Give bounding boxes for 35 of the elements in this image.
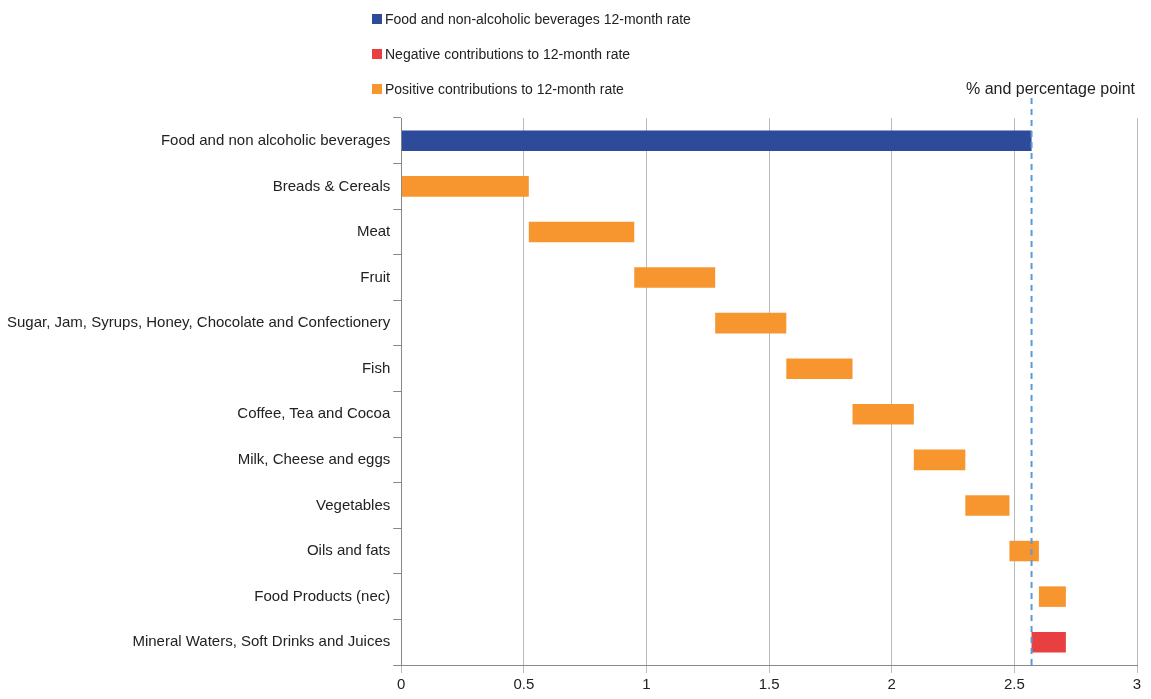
y-tick-label: Meat [356, 222, 392, 240]
y-tick-label: Fruit [360, 267, 392, 285]
x-tick-label: 2.5 [1003, 675, 1025, 693]
bar [1009, 540, 1039, 562]
x-tick-label: 0 [397, 675, 406, 693]
y-tick-label: Coffee, Tea and Cocoa [237, 404, 391, 422]
y-tick-label: Sugar, Jam, Syrups, Honey, Chocolate and Confectionery [7, 313, 391, 331]
bar [1031, 631, 1066, 653]
bar [1038, 586, 1066, 607]
y-tick-label: Fish [361, 358, 391, 376]
x-axis-title: % and percentage point [965, 80, 1135, 98]
legend-label: Food and non-alcoholic beverages 12-month rate [385, 11, 691, 27]
x-tick-label: 0.5 [513, 675, 535, 693]
y-tick-label: Oils and fats [306, 541, 391, 559]
y-tick-label: Mineral Waters, Soft Drinks and Juices [132, 632, 391, 650]
bar [401, 130, 1032, 152]
bar [913, 449, 966, 471]
legend-label: Negative contributions to 12-month rate [385, 46, 631, 62]
bar [965, 495, 1010, 516]
x-tick-label: 1.5 [758, 675, 780, 693]
y-tick-label: Milk, Cheese and eggs [237, 450, 391, 468]
bar [401, 176, 529, 197]
bar [634, 267, 716, 288]
y-tick-label: Vegetables [316, 495, 391, 513]
bar [715, 312, 787, 334]
bar [852, 404, 914, 425]
bar [528, 221, 635, 243]
legend-label: Positive contributions to 12-month rate [385, 81, 624, 97]
x-tick-label: 2 [887, 675, 896, 693]
bar [786, 358, 853, 379]
y-tick-label: Breads & Cereals [272, 176, 391, 194]
x-tick-label: 1 [642, 675, 651, 693]
y-tick-label: Food Products (nec) [254, 586, 391, 604]
x-tick-label: 3 [1132, 675, 1142, 693]
y-tick-label: Food and non alcoholic beverages [160, 130, 391, 148]
